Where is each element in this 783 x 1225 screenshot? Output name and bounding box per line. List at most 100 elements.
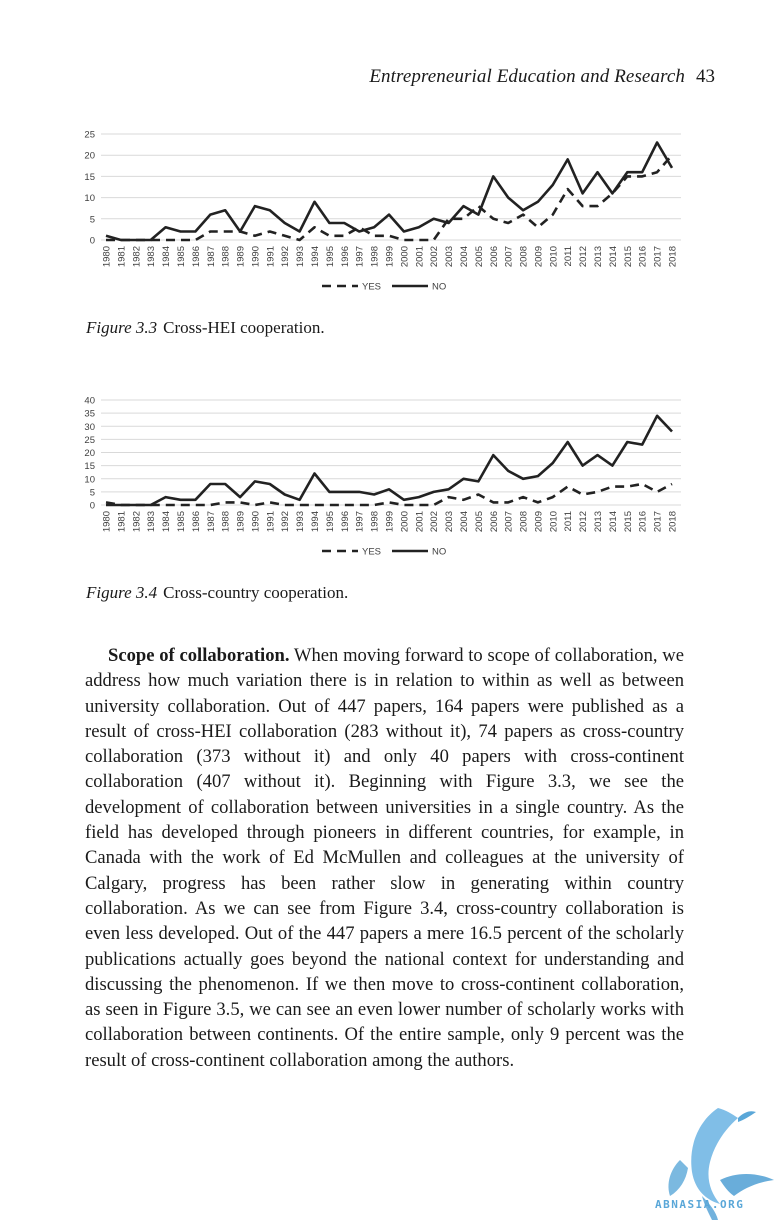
x-tick-label: 2006 bbox=[489, 511, 500, 532]
running-head-title: Entrepreneurial Education and Research bbox=[369, 66, 685, 87]
series-line-no bbox=[105, 141, 674, 242]
y-tick-label: 5 bbox=[90, 214, 95, 225]
x-tick-label: 2005 bbox=[474, 511, 485, 532]
figure-3-4-chart: 0 5 10 15 20 25 30 35 40 1980 1981 1982 1983 1984 1985… bbox=[84, 396, 681, 558]
x-tick-label: 2011 bbox=[563, 511, 574, 531]
y-tick-label: 25 bbox=[84, 435, 95, 446]
x-tick-label: 2008 bbox=[519, 246, 530, 267]
x-tick-label: 1984 bbox=[161, 246, 172, 267]
caption-text: Cross-HEI cooperation. bbox=[163, 318, 325, 337]
x-tick-label: 1987 bbox=[206, 246, 217, 267]
x-tick-label: 2001 bbox=[414, 246, 425, 267]
series-line-no bbox=[106, 414, 673, 507]
caption-number: Figure 3.4 bbox=[86, 583, 158, 602]
y-tick-label: 15 bbox=[84, 172, 95, 183]
x-tick-label: 2016 bbox=[638, 246, 649, 267]
y-tick-label: 5 bbox=[90, 487, 95, 498]
x-tick-label: 2002 bbox=[429, 511, 440, 532]
y-tick-label: 20 bbox=[84, 448, 95, 459]
x-tick-label: 2015 bbox=[623, 246, 634, 267]
x-tick-label: 2017 bbox=[653, 246, 664, 267]
legend-label-yes: YES bbox=[362, 282, 381, 293]
figure-3-4-caption: Figure 3.4 Cross-country cooperation. bbox=[86, 583, 348, 603]
x-tick-label: 2009 bbox=[533, 511, 544, 532]
x-tick-label: 2004 bbox=[459, 246, 470, 267]
y-tick-label: 20 bbox=[84, 151, 95, 162]
x-tick-label: 2000 bbox=[399, 246, 410, 267]
x-tick-label: 1994 bbox=[310, 511, 321, 532]
x-tick-label: 1980 bbox=[102, 511, 113, 532]
x-tick-label: 1993 bbox=[295, 511, 306, 532]
legend-label-yes: YES bbox=[362, 547, 381, 558]
x-tick-label: 1997 bbox=[355, 246, 366, 267]
y-tick-label: 30 bbox=[84, 422, 95, 433]
x-tick-label: 1998 bbox=[370, 511, 381, 532]
x-tick-label: 2012 bbox=[578, 246, 589, 267]
x-tick-label: 2018 bbox=[668, 246, 679, 267]
y-tick-label: 40 bbox=[84, 396, 95, 407]
x-tick-label: 2012 bbox=[578, 511, 589, 532]
x-tick-label: 1989 bbox=[236, 246, 247, 267]
x-tick-label: 1994 bbox=[310, 246, 321, 267]
x-tick-label: 2018 bbox=[668, 511, 679, 532]
x-tick-label: 2010 bbox=[548, 246, 559, 267]
figure-3-3-caption: Figure 3.3 Cross-HEI cooperation. bbox=[86, 318, 325, 338]
x-tick-label: 2007 bbox=[504, 246, 515, 267]
x-tick-label: 1986 bbox=[191, 246, 202, 267]
x-tick-label: 2005 bbox=[474, 246, 485, 267]
x-tick-label: 1990 bbox=[250, 511, 261, 532]
x-tick-label: 2017 bbox=[653, 511, 664, 532]
x-tick-label: 1985 bbox=[176, 246, 187, 267]
run-in-heading: Scope of collaboration. bbox=[108, 645, 290, 666]
y-tick-label: 15 bbox=[84, 461, 95, 472]
x-tick-label: 1981 bbox=[116, 246, 127, 267]
x-tick-label: 1983 bbox=[146, 246, 157, 267]
x-tick-label: 1981 bbox=[116, 511, 127, 532]
x-tick-label: 2013 bbox=[593, 246, 604, 267]
watermark-bird-logo bbox=[668, 1108, 774, 1220]
series-line-yes bbox=[105, 482, 673, 507]
x-tick-label: 1997 bbox=[355, 511, 366, 532]
legend-label-no: NO bbox=[432, 547, 446, 558]
x-tick-label: 1991 bbox=[265, 511, 276, 532]
x-tick-label: 2000 bbox=[399, 511, 410, 532]
x-tick-label: 1992 bbox=[280, 246, 291, 267]
y-tick-label: 0 bbox=[90, 501, 95, 512]
x-tick-label: 1987 bbox=[206, 511, 217, 532]
legend-label-no: NO bbox=[432, 282, 446, 293]
paragraph-text: When moving forward to scope of collabor… bbox=[85, 645, 684, 1071]
y-tick-label: 10 bbox=[84, 474, 95, 485]
x-tick-label: 1982 bbox=[131, 246, 142, 267]
x-tick-label: 2014 bbox=[608, 246, 619, 267]
caption-text: Cross-country cooperation. bbox=[163, 583, 349, 602]
x-tick-label: 1985 bbox=[176, 511, 187, 532]
caption-number: Figure 3.3 bbox=[86, 318, 158, 337]
y-tick-label: 25 bbox=[84, 130, 95, 141]
x-tick-label: 1986 bbox=[191, 511, 202, 532]
x-tick-label: 1982 bbox=[131, 511, 142, 532]
x-tick-label: 2016 bbox=[638, 511, 649, 532]
series-line-yes bbox=[106, 154, 673, 242]
x-tick-label: 1996 bbox=[340, 511, 351, 532]
x-tick-label: 1989 bbox=[236, 511, 247, 532]
x-tick-label: 1990 bbox=[250, 246, 261, 267]
figure-3-3-chart: 0 5 10 15 20 25 1980 1981 1982 1983 1984 1985 1986 19… bbox=[84, 130, 681, 293]
watermark-text: ABNASIA.ORG bbox=[655, 1198, 745, 1211]
x-tick-label: 1995 bbox=[325, 246, 336, 267]
x-tick-label: 2010 bbox=[548, 511, 559, 532]
x-tick-label: 2008 bbox=[519, 511, 530, 532]
x-tick-label: 2007 bbox=[504, 511, 515, 532]
x-tick-label: 2003 bbox=[444, 511, 455, 532]
x-tick-label: 2013 bbox=[593, 511, 604, 532]
x-tick-label: 2009 bbox=[533, 246, 544, 267]
x-tick-label: 2001 bbox=[414, 511, 425, 532]
x-tick-label: 2004 bbox=[459, 511, 470, 532]
x-tick-label: 1995 bbox=[325, 511, 336, 532]
x-tick-label: 1992 bbox=[280, 511, 291, 532]
x-tick-label: 2014 bbox=[608, 511, 619, 532]
x-tick-label: 2003 bbox=[444, 246, 455, 267]
page-number: 43 bbox=[696, 66, 715, 87]
x-tick-label: 1983 bbox=[146, 511, 157, 532]
x-tick-label: 2011 bbox=[563, 246, 574, 266]
x-tick-label: 1993 bbox=[295, 246, 306, 267]
